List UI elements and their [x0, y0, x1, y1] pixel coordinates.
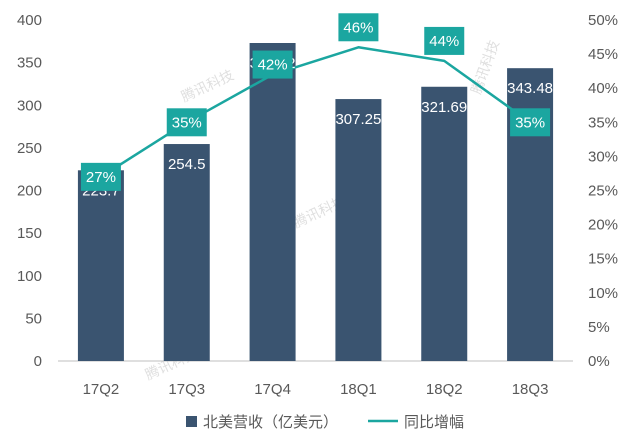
data-labels: 223.7254.5373.02307.25321.69343.4827%35%… — [81, 13, 553, 199]
y-right-tick-label: 50% — [588, 12, 618, 29]
y-left-tick-label: 200 — [17, 183, 42, 200]
y-left-tick-label: 300 — [17, 97, 42, 114]
bar — [250, 43, 296, 361]
legend: 北美营收（亿美元） 同比增幅 — [186, 414, 464, 431]
x-tick-label: 17Q2 — [83, 381, 120, 398]
y-left-tick-label: 250 — [17, 140, 42, 157]
growth-label: 42% — [258, 57, 288, 74]
growth-label: 35% — [172, 114, 202, 131]
y-right-tick-label: 35% — [588, 114, 618, 131]
growth-label: 46% — [343, 19, 373, 36]
x-tick-label: 18Q1 — [340, 381, 377, 398]
y-left-tick-label: 50 — [25, 310, 42, 327]
x-tick-label: 18Q3 — [512, 381, 549, 398]
y-right-tick-label: 15% — [588, 251, 618, 268]
bar — [164, 144, 210, 361]
growth-label: 35% — [515, 114, 545, 131]
y-left-tick-label: 350 — [17, 55, 42, 72]
bar-value-label: 254.5 — [168, 156, 206, 173]
y-right-tick-label: 0% — [588, 353, 610, 370]
x-tick-label: 18Q2 — [426, 381, 463, 398]
watermark-text: 腾讯科技 — [468, 38, 503, 96]
bar-value-label: 343.48 — [507, 80, 553, 97]
x-tick-label: 17Q3 — [168, 381, 205, 398]
y-right-tick-label: 20% — [588, 217, 618, 234]
y-right-tick-label: 10% — [588, 285, 618, 302]
y-right-tick-label: 40% — [588, 80, 618, 97]
legend-line-label: 同比增幅 — [404, 414, 464, 431]
y-left-tick-label: 400 — [17, 12, 42, 29]
y-left-tick-label: 0 — [34, 353, 42, 370]
y-left-tick-label: 100 — [17, 268, 42, 285]
growth-label: 27% — [86, 169, 116, 186]
y-left-tick-label: 150 — [17, 225, 42, 242]
y-right-tick-label: 45% — [588, 46, 618, 63]
legend-bar-swatch — [186, 416, 197, 427]
x-tick-label: 17Q4 — [254, 381, 291, 398]
bar — [421, 87, 467, 361]
y-right-tick-label: 25% — [588, 183, 618, 200]
bar — [335, 99, 381, 361]
growth-label: 44% — [429, 33, 459, 50]
legend-bar-label: 北美营收（亿美元） — [203, 414, 338, 431]
y-right-tick-label: 30% — [588, 148, 618, 165]
bar-value-label: 321.69 — [421, 99, 467, 116]
bar-value-label: 307.25 — [335, 111, 381, 128]
y-right-tick-label: 5% — [588, 319, 610, 336]
